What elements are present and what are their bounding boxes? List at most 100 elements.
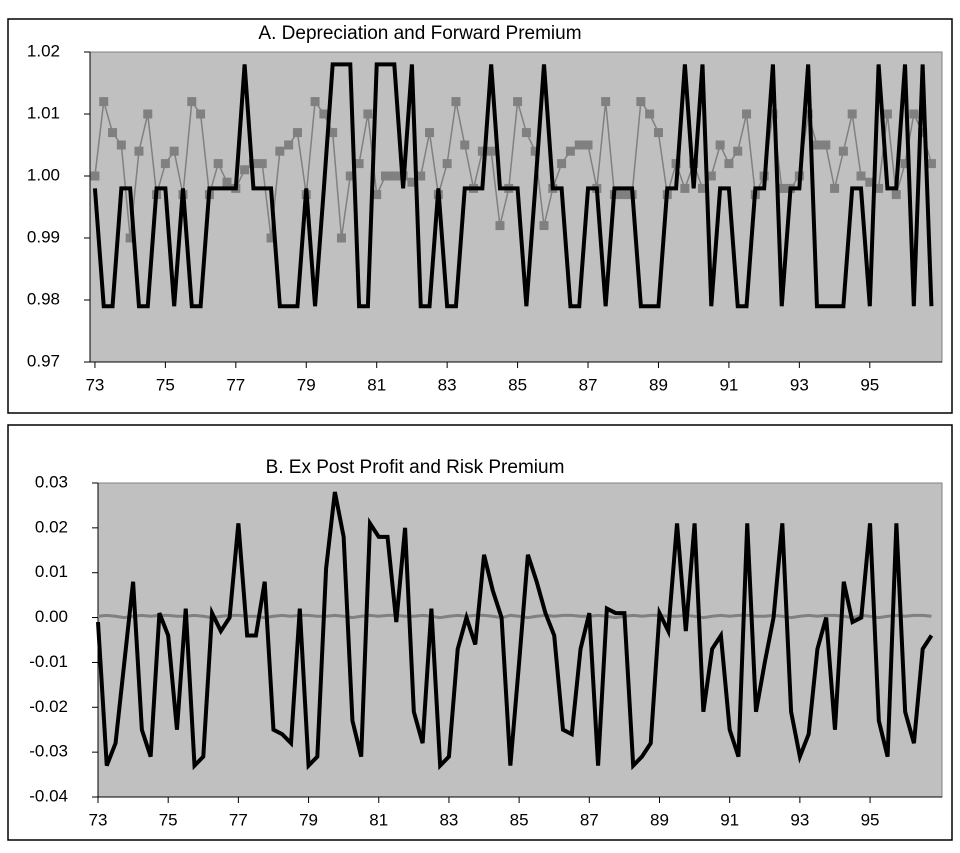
marker: [160, 159, 170, 169]
y-tick-label: 1.02: [27, 41, 60, 60]
marker: [319, 109, 329, 119]
y-tick-label: -0.03: [29, 742, 68, 761]
marker: [530, 146, 540, 156]
x-tick-label: 75: [159, 810, 178, 829]
x-tick-label: 77: [226, 375, 245, 394]
marker: [310, 97, 320, 107]
x-tick-label: 85: [510, 810, 529, 829]
x-tick-label: 87: [579, 375, 598, 394]
series-line: [96, 491, 934, 771]
marker: [557, 159, 567, 169]
chart-title: B. Ex Post Profit and Risk Premium: [266, 457, 565, 478]
marker: [407, 177, 417, 187]
x-tick-label: 93: [790, 375, 809, 394]
marker: [733, 146, 743, 156]
x-tick-label: 73: [89, 810, 108, 829]
marker: [715, 140, 725, 150]
marker: [909, 109, 919, 119]
x-tick-label: 79: [297, 375, 316, 394]
y-tick-label: -0.02: [29, 697, 68, 716]
marker: [125, 233, 135, 243]
marker: [134, 146, 144, 156]
marker: [116, 140, 126, 150]
marker: [442, 159, 452, 169]
x-tick-label: 87: [580, 810, 599, 829]
marker: [336, 233, 346, 243]
series-line: [97, 613, 932, 620]
marker: [574, 140, 584, 150]
marker: [381, 171, 391, 181]
marker: [108, 128, 118, 138]
marker: [196, 109, 206, 119]
marker: [477, 146, 487, 156]
marker: [451, 97, 461, 107]
marker: [618, 190, 628, 200]
y-tick-label: 0.99: [27, 227, 60, 246]
marker: [847, 109, 857, 119]
chart-title: A. Depreciation and Forward Premium: [258, 23, 581, 44]
marker: [926, 159, 936, 169]
marker: [539, 221, 549, 231]
marker: [918, 128, 928, 138]
marker: [169, 146, 179, 156]
x-tick-label: 93: [790, 810, 809, 829]
marker: [724, 159, 734, 169]
marker: [345, 171, 355, 181]
x-tick-label: 73: [85, 375, 104, 394]
series-line: [92, 62, 934, 309]
x-tick-label: 89: [650, 810, 669, 829]
x-tick-label: 79: [299, 810, 318, 829]
marker: [777, 183, 787, 193]
marker: [213, 159, 223, 169]
marker: [389, 171, 399, 181]
marker: [90, 171, 100, 181]
x-tick-label: 83: [438, 375, 457, 394]
y-tick-label: 0.97: [27, 351, 60, 370]
marker: [645, 109, 655, 119]
y-tick-label: 0.03: [35, 472, 68, 491]
marker: [354, 159, 364, 169]
marker: [495, 221, 505, 231]
marker: [653, 128, 663, 138]
x-tick-label: 95: [860, 375, 879, 394]
y-tick-label: 0.02: [35, 517, 68, 536]
marker: [99, 97, 109, 107]
x-tick-label: 81: [367, 375, 386, 394]
x-tick-label: 95: [861, 810, 880, 829]
marker: [565, 146, 575, 156]
marker: [821, 140, 831, 150]
marker: [856, 171, 866, 181]
x-tick-label: 81: [369, 810, 388, 829]
x-tick-label: 91: [719, 375, 738, 394]
marker: [257, 159, 267, 169]
marker: [680, 183, 690, 193]
marker: [187, 97, 197, 107]
marker: [363, 109, 373, 119]
marker: [838, 146, 848, 156]
x-tick-label: 83: [439, 810, 458, 829]
marker: [706, 171, 716, 181]
marker: [521, 128, 531, 138]
marker: [583, 140, 593, 150]
marker: [865, 177, 875, 187]
y-tick-label: -0.04: [29, 786, 68, 805]
marker: [284, 140, 294, 150]
marker: [830, 183, 840, 193]
marker: [874, 183, 884, 193]
x-tick-label: 91: [720, 810, 739, 829]
marker: [460, 140, 470, 150]
x-tick-label: 77: [229, 810, 248, 829]
marker: [240, 165, 250, 175]
marker: [143, 109, 153, 119]
marker: [372, 190, 382, 200]
marker: [425, 128, 435, 138]
y-tick-label: 1.00: [27, 165, 60, 184]
marker: [742, 109, 752, 119]
marker: [222, 177, 232, 187]
marker: [812, 140, 822, 150]
y-tick-label: 1.01: [27, 103, 60, 122]
y-tick-label: 0.98: [27, 289, 60, 308]
marker: [882, 109, 892, 119]
